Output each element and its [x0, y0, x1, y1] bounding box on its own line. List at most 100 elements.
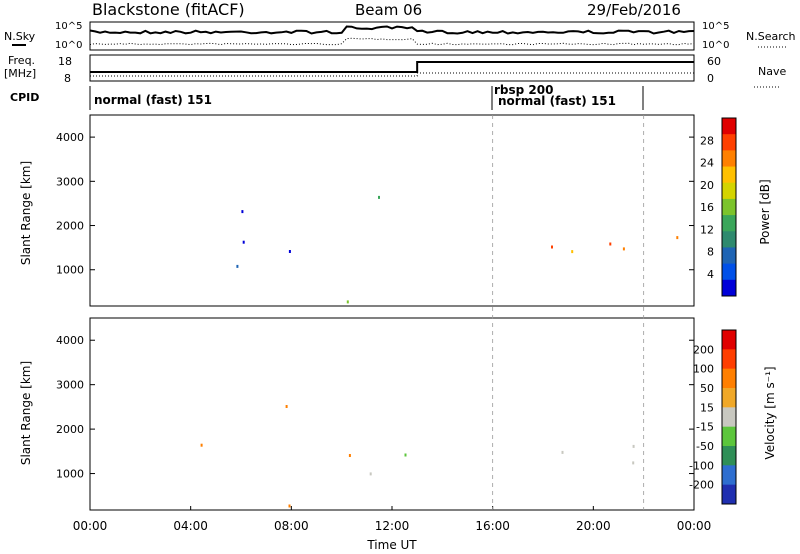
colorbar-frame [721, 329, 737, 505]
y-tick-label: 1000 [56, 468, 84, 481]
velocity-y-axis: 1000 2000 3000 4000 [56, 334, 694, 481]
colorbar-swatch [722, 368, 736, 389]
colorbar-swatch [722, 215, 736, 232]
colorbar-swatch [722, 349, 736, 370]
nave-tick-bottom: 0 [707, 72, 714, 85]
freq-line [90, 61, 694, 73]
time-tick-label: 08:00 [274, 519, 309, 533]
echo-cell [288, 504, 291, 508]
freq-unit-label: [MHz] [4, 67, 36, 80]
colorbar-swatch [722, 182, 736, 200]
colorbar-swatch [722, 465, 736, 486]
time-tick-label: 12:00 [375, 519, 410, 533]
freq-label: Freq. [8, 54, 35, 67]
echo-cell [609, 242, 612, 246]
colorbar-tick-label: 100 [693, 363, 714, 376]
colorbar-swatch [722, 426, 736, 447]
colorbar-swatch [722, 166, 736, 184]
colorbar-swatch [722, 231, 736, 248]
echo-cell [241, 210, 244, 214]
power-colorbar: 28 24 20 16 12 8 4 [700, 117, 737, 297]
echo-cell [242, 240, 245, 244]
time-tick-label: 00:00 [73, 519, 108, 533]
beam-label: Beam 06 [355, 1, 422, 19]
echo-cell [571, 250, 574, 254]
freq-panel-frame [89, 54, 695, 82]
echo-cell [285, 405, 288, 408]
colorbar-tick-label: -200 [689, 479, 714, 492]
time-tick-label: 16:00 [475, 519, 510, 533]
noise-left-tick-bottom: 10^0 [55, 40, 82, 51]
colorbar-tick-label: 4 [707, 268, 714, 281]
colorbar-swatch [722, 330, 736, 350]
colorbar-swatch [722, 247, 736, 265]
noise-right-tick-bottom: 10^0 [702, 40, 729, 51]
echo-cell [632, 461, 635, 465]
colorbar-tick-label: 28 [700, 134, 714, 147]
colorbar-tick-label: -15 [696, 421, 714, 434]
y-tick-label: 2000 [56, 220, 84, 233]
echo-cell [346, 300, 349, 304]
noise-right-tick-top: 10^5 [702, 21, 729, 32]
colorbar-tick-label: 16 [700, 201, 714, 214]
freq-tick-top: 18 [58, 55, 72, 68]
time-tick-label: 00:00 [677, 519, 712, 533]
y-tick-label: 1000 [56, 264, 84, 277]
echo-cell [288, 250, 291, 253]
colorbar-tick-label: 200 [693, 343, 714, 356]
y-tick-label: 2000 [56, 423, 84, 436]
velocity-ylabel: Slant Range [km] [19, 361, 33, 465]
colorbar-swatch [722, 484, 736, 505]
noise-left-tick-top: 10^5 [55, 21, 82, 32]
colorbar-swatch [722, 198, 736, 216]
velocity-colorbar: 200 100 50 15 -15 -50 -100 -200 [689, 329, 737, 505]
colorbar-frame [721, 117, 737, 297]
time-tick-label: 20:00 [576, 519, 611, 533]
colorbar-swatch [722, 446, 736, 466]
colorbar-tick-label: -100 [689, 459, 714, 472]
noise-panel: N.Sky 10^5 10^0 10^5 10^0 N.Search [4, 21, 796, 51]
power-ylabel: Slant Range [km] [19, 161, 33, 265]
nave-label: Nave [758, 65, 786, 78]
colorbar-swatch [722, 263, 736, 281]
colorbar-tick-label: 20 [700, 179, 714, 192]
power-panel: 1000 2000 3000 4000 Slant Range [km] 28 24 20… [19, 114, 772, 307]
colorbar-tick-label: 8 [707, 246, 714, 259]
colorbar-tick-label: 12 [700, 223, 714, 236]
y-tick-label: 3000 [56, 379, 84, 392]
colorbar-tick-label: 15 [700, 401, 714, 414]
colorbar-tick-label: 50 [700, 382, 714, 395]
cpid-label: CPID [10, 91, 39, 104]
echo-cell [676, 236, 679, 240]
nave-line [90, 72, 694, 77]
y-tick-label: 3000 [56, 175, 84, 188]
y-tick-label: 4000 [56, 131, 84, 144]
date-label: 29/Feb/2016 [587, 1, 681, 19]
velocity-colorbar-label: Velocity [m s⁻¹] [763, 366, 777, 459]
colorbar-swatch [722, 134, 736, 151]
power-echo-field [236, 195, 679, 304]
time-axis-label: Time UT [366, 538, 417, 552]
cpid-strip: CPID normal (fast) 151 rbsp 200 normal (… [10, 83, 644, 110]
echo-cell [378, 195, 380, 199]
echo-cell [561, 450, 564, 454]
echo-cell [622, 247, 625, 251]
noise-search-line [89, 37, 695, 46]
colorbar-swatch [722, 118, 736, 135]
velocity-echo-field [200, 405, 635, 508]
noise-sky-line [89, 25, 695, 35]
colorbar-swatch [722, 388, 736, 408]
colorbar-swatch [722, 279, 736, 297]
echo-cell [632, 444, 635, 448]
echo-cell [404, 453, 407, 457]
colorbar-swatch [722, 407, 736, 428]
echo-cell [369, 472, 372, 476]
echo-cell [200, 443, 203, 447]
echo-cell [551, 245, 553, 249]
colorbar-tick-label: -50 [696, 440, 714, 453]
cpid-segment-3: normal (fast) 151 [498, 94, 616, 108]
power-y-axis: 1000 2000 3000 4000 [56, 131, 694, 277]
freq-panel: Freq. [MHz] 18 8 60 0 Nave [4, 54, 786, 88]
